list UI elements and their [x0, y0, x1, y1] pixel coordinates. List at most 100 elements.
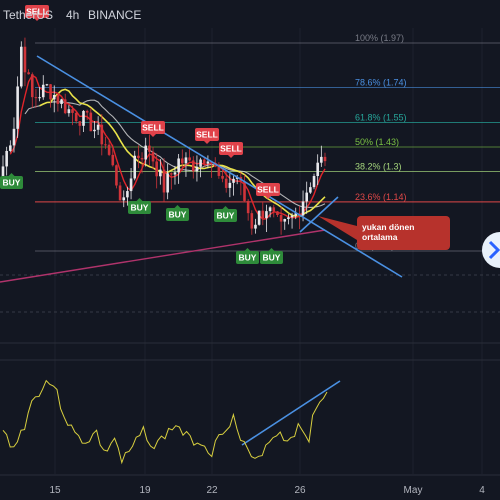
- candle-body: [290, 215, 294, 218]
- candle-body: [243, 181, 246, 201]
- candle-body: [74, 112, 78, 122]
- oscillator-pane: [2, 379, 328, 465]
- buy-pointer: [174, 205, 181, 208]
- fib-label: 61.8% (1.55): [355, 112, 407, 122]
- candle-body: [1, 166, 5, 177]
- play-icon: [488, 240, 500, 260]
- buy-pointer: [244, 248, 251, 251]
- sell-pointer: [204, 141, 210, 144]
- candle-body: [5, 150, 8, 167]
- sell-label: SELL: [26, 7, 48, 17]
- x-tick-label: 22: [206, 485, 218, 496]
- x-tick-label: 26: [294, 485, 306, 496]
- x-tick-label: 15: [49, 485, 61, 496]
- candle-body: [23, 46, 27, 73]
- candle-body: [115, 165, 118, 186]
- buy-label: BUY: [3, 178, 21, 188]
- candle-body: [228, 182, 232, 188]
- candle-body: [309, 187, 312, 193]
- annotation-callout[interactable]: yukan dönen ortalama: [318, 216, 450, 250]
- sell-label: SELL: [142, 123, 164, 133]
- x-tick-label: 4: [479, 485, 485, 496]
- buy-pointer: [136, 198, 143, 201]
- ma-purple-line: [0, 229, 326, 283]
- buy-label: BUY: [169, 210, 187, 220]
- fib-label: 78.6% (1.74): [355, 78, 407, 88]
- candle-body: [316, 162, 319, 177]
- candle-body: [276, 211, 279, 216]
- buy-pointer: [268, 248, 275, 251]
- candle-body: [82, 110, 85, 126]
- candle-body: [49, 84, 52, 100]
- candle-body: [184, 157, 188, 164]
- candle-body: [19, 46, 23, 87]
- buy-label-box: [236, 251, 259, 264]
- candle-body: [100, 124, 104, 145]
- candle-body: [126, 191, 129, 198]
- candle-body: [151, 151, 155, 162]
- candle-body: [265, 211, 268, 219]
- candle-body: [159, 169, 162, 177]
- candle-body: [287, 217, 290, 220]
- candle-body: [257, 210, 261, 225]
- buy-label: BUY: [239, 253, 257, 263]
- candle-body: [34, 97, 38, 99]
- candle-body: [246, 200, 250, 214]
- fib-label: 23.6% (1.14): [355, 192, 407, 202]
- candle-body: [250, 213, 254, 229]
- candle-body: [71, 109, 74, 113]
- candle-body: [30, 74, 34, 98]
- candle-body: [173, 172, 177, 175]
- candle-body: [89, 112, 93, 132]
- candle-body: [261, 210, 265, 219]
- fib-label: 100% (1.97): [355, 33, 404, 43]
- scroll-to-realtime-button[interactable]: [482, 232, 500, 268]
- candle-body: [195, 166, 199, 172]
- buy-pointer: [222, 206, 229, 209]
- candle-body: [129, 178, 133, 192]
- fib-label: 50% (1.43): [355, 137, 399, 147]
- oscillator-line: [2, 379, 328, 465]
- buy-label-box: [166, 208, 189, 221]
- sell-label-box: [195, 128, 219, 141]
- x-tick-label: 19: [139, 485, 151, 496]
- candle-body: [213, 163, 217, 167]
- candle-body: [279, 215, 283, 222]
- candle-body: [133, 155, 137, 179]
- candle-body: [155, 161, 158, 177]
- breakout-line: [299, 196, 339, 233]
- buy-label-box: [0, 176, 23, 189]
- candle-body: [111, 154, 115, 166]
- candle-body: [162, 169, 166, 193]
- candle-body: [191, 160, 195, 172]
- candle-body: [312, 176, 316, 188]
- candle-body: [78, 121, 82, 126]
- candle-body: [224, 178, 228, 188]
- candle-body: [93, 129, 96, 132]
- candle-body: [140, 157, 144, 160]
- candle-body: [232, 178, 235, 183]
- x-tick-label: May: [404, 485, 423, 496]
- candle-body: [137, 155, 140, 158]
- candle-body: [294, 213, 298, 216]
- candle-body: [305, 192, 309, 202]
- candle-body: [320, 156, 323, 163]
- candle-body: [206, 161, 210, 164]
- buy-label: BUY: [217, 211, 235, 221]
- sell-pointer: [228, 155, 234, 158]
- sell-label: SELL: [257, 185, 279, 195]
- sell-label-box: [219, 142, 243, 155]
- buy-label: BUY: [263, 253, 281, 263]
- sell-pointer: [265, 196, 271, 199]
- sell-label: SELL: [196, 130, 218, 140]
- candle-body: [85, 110, 89, 113]
- sell-label: SELL: [220, 144, 242, 154]
- candle-body: [199, 159, 202, 167]
- sell-pointer: [34, 18, 40, 21]
- candle-body: [107, 144, 111, 155]
- candle-body: [63, 99, 67, 114]
- buy-label-box: [214, 209, 237, 222]
- candle-body: [56, 95, 60, 104]
